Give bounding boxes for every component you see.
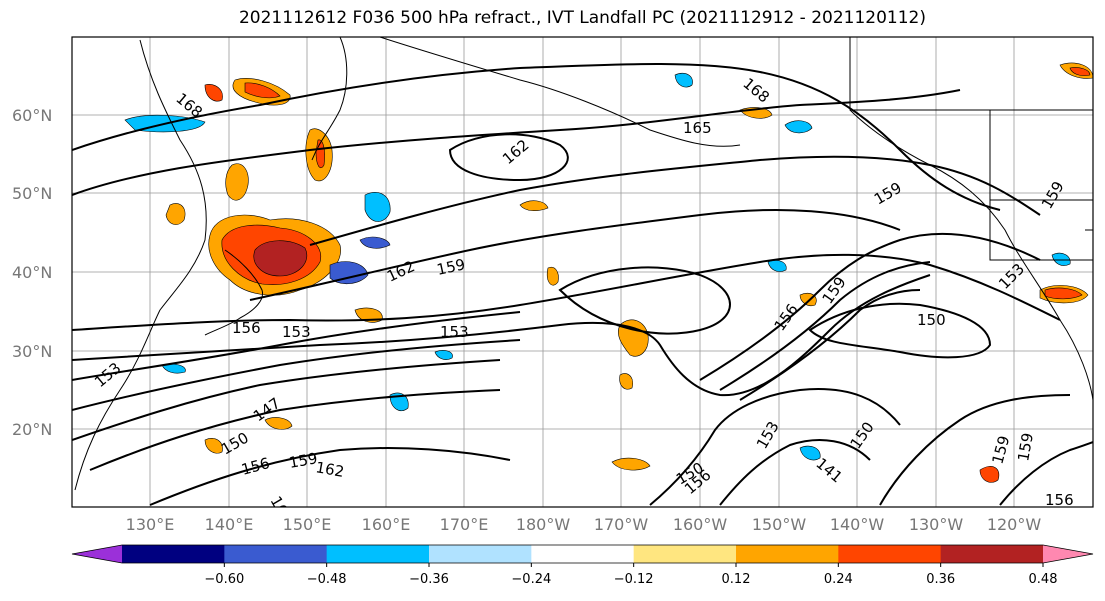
colorbar: −0.60 −0.48 −0.36 −0.24 −0.12 0.12 0.24 0.36 0.4… [71,544,1094,587]
contours [72,63,1093,506]
lon-label: 150°W [752,515,807,534]
lon-label: 140°W [830,515,885,534]
lat-label: 30°N [12,342,52,361]
lon-label: 130°W [909,515,964,534]
contour-label: 162 [314,458,345,481]
colorbar-tick-label: 0.24 [824,572,853,587]
colorbar-tick-label: −0.12 [614,572,654,587]
colorbar-segment [940,545,1044,563]
contour-label: 159 [435,255,467,279]
colorbar-tick-label: 0.48 [1029,572,1058,587]
colorbar-segment [838,545,942,563]
map-frame [71,36,1094,508]
lat-label: 60°N [12,106,52,125]
colorbar-tick-label: −0.36 [409,572,449,587]
lon-label: 120°W [987,515,1042,534]
contour-label: 153 [440,323,469,341]
colorbar-extend-min [72,545,122,563]
colorbar-segment [429,545,532,563]
colorbar-tick-label: −0.24 [511,572,551,587]
contour-label: 153 [282,323,311,341]
latitude-labels: 60°N 50°N 40°N 30°N 20°N [12,106,52,439]
lon-label: 150°E [283,515,332,534]
colorbar-outline [71,544,1094,564]
colorbar-tick-label: 0.12 [722,572,751,587]
colorbar-tick-label: −0.48 [307,572,347,587]
lon-label: 130°E [126,515,175,534]
coastlines [74,37,1093,491]
lon-label: 170°E [440,515,489,534]
lat-label: 20°N [12,420,52,439]
colorbar-extend-max [1043,545,1093,563]
colorbar-tick-label: 0.36 [926,572,955,587]
lon-label: 140°E [205,515,254,534]
lon-label: 160°E [362,515,411,534]
contour-label: 159 [1014,431,1037,462]
anomaly-fills [124,62,1093,483]
contour-label: 165 [683,119,712,137]
lat-label: 50°N [12,184,52,203]
colorbar-segment [633,545,737,563]
map-title: 2021112612 F036 500 hPa refract., IVT La… [238,8,926,28]
lon-label: 170°W [594,515,649,534]
colorbar-tick-label: −0.60 [204,572,244,587]
contour-label: 150 [917,311,946,329]
colorbar-segment [326,545,430,563]
colorbar-segment [122,545,225,563]
lon-label: 180°W [516,515,571,534]
contour-label: 156 [232,319,261,337]
colorbar-segment [224,545,328,563]
colorbar-segment [736,545,839,563]
contour-label: 159 [288,449,319,472]
lon-label: 160°W [673,515,728,534]
longitude-labels: 130°E 140°E 150°E 160°E 170°E 180°W 170°… [126,515,1042,534]
lat-label: 40°N [12,263,52,282]
colorbar-segment [531,545,635,563]
contour-label: 156 [1045,491,1074,509]
